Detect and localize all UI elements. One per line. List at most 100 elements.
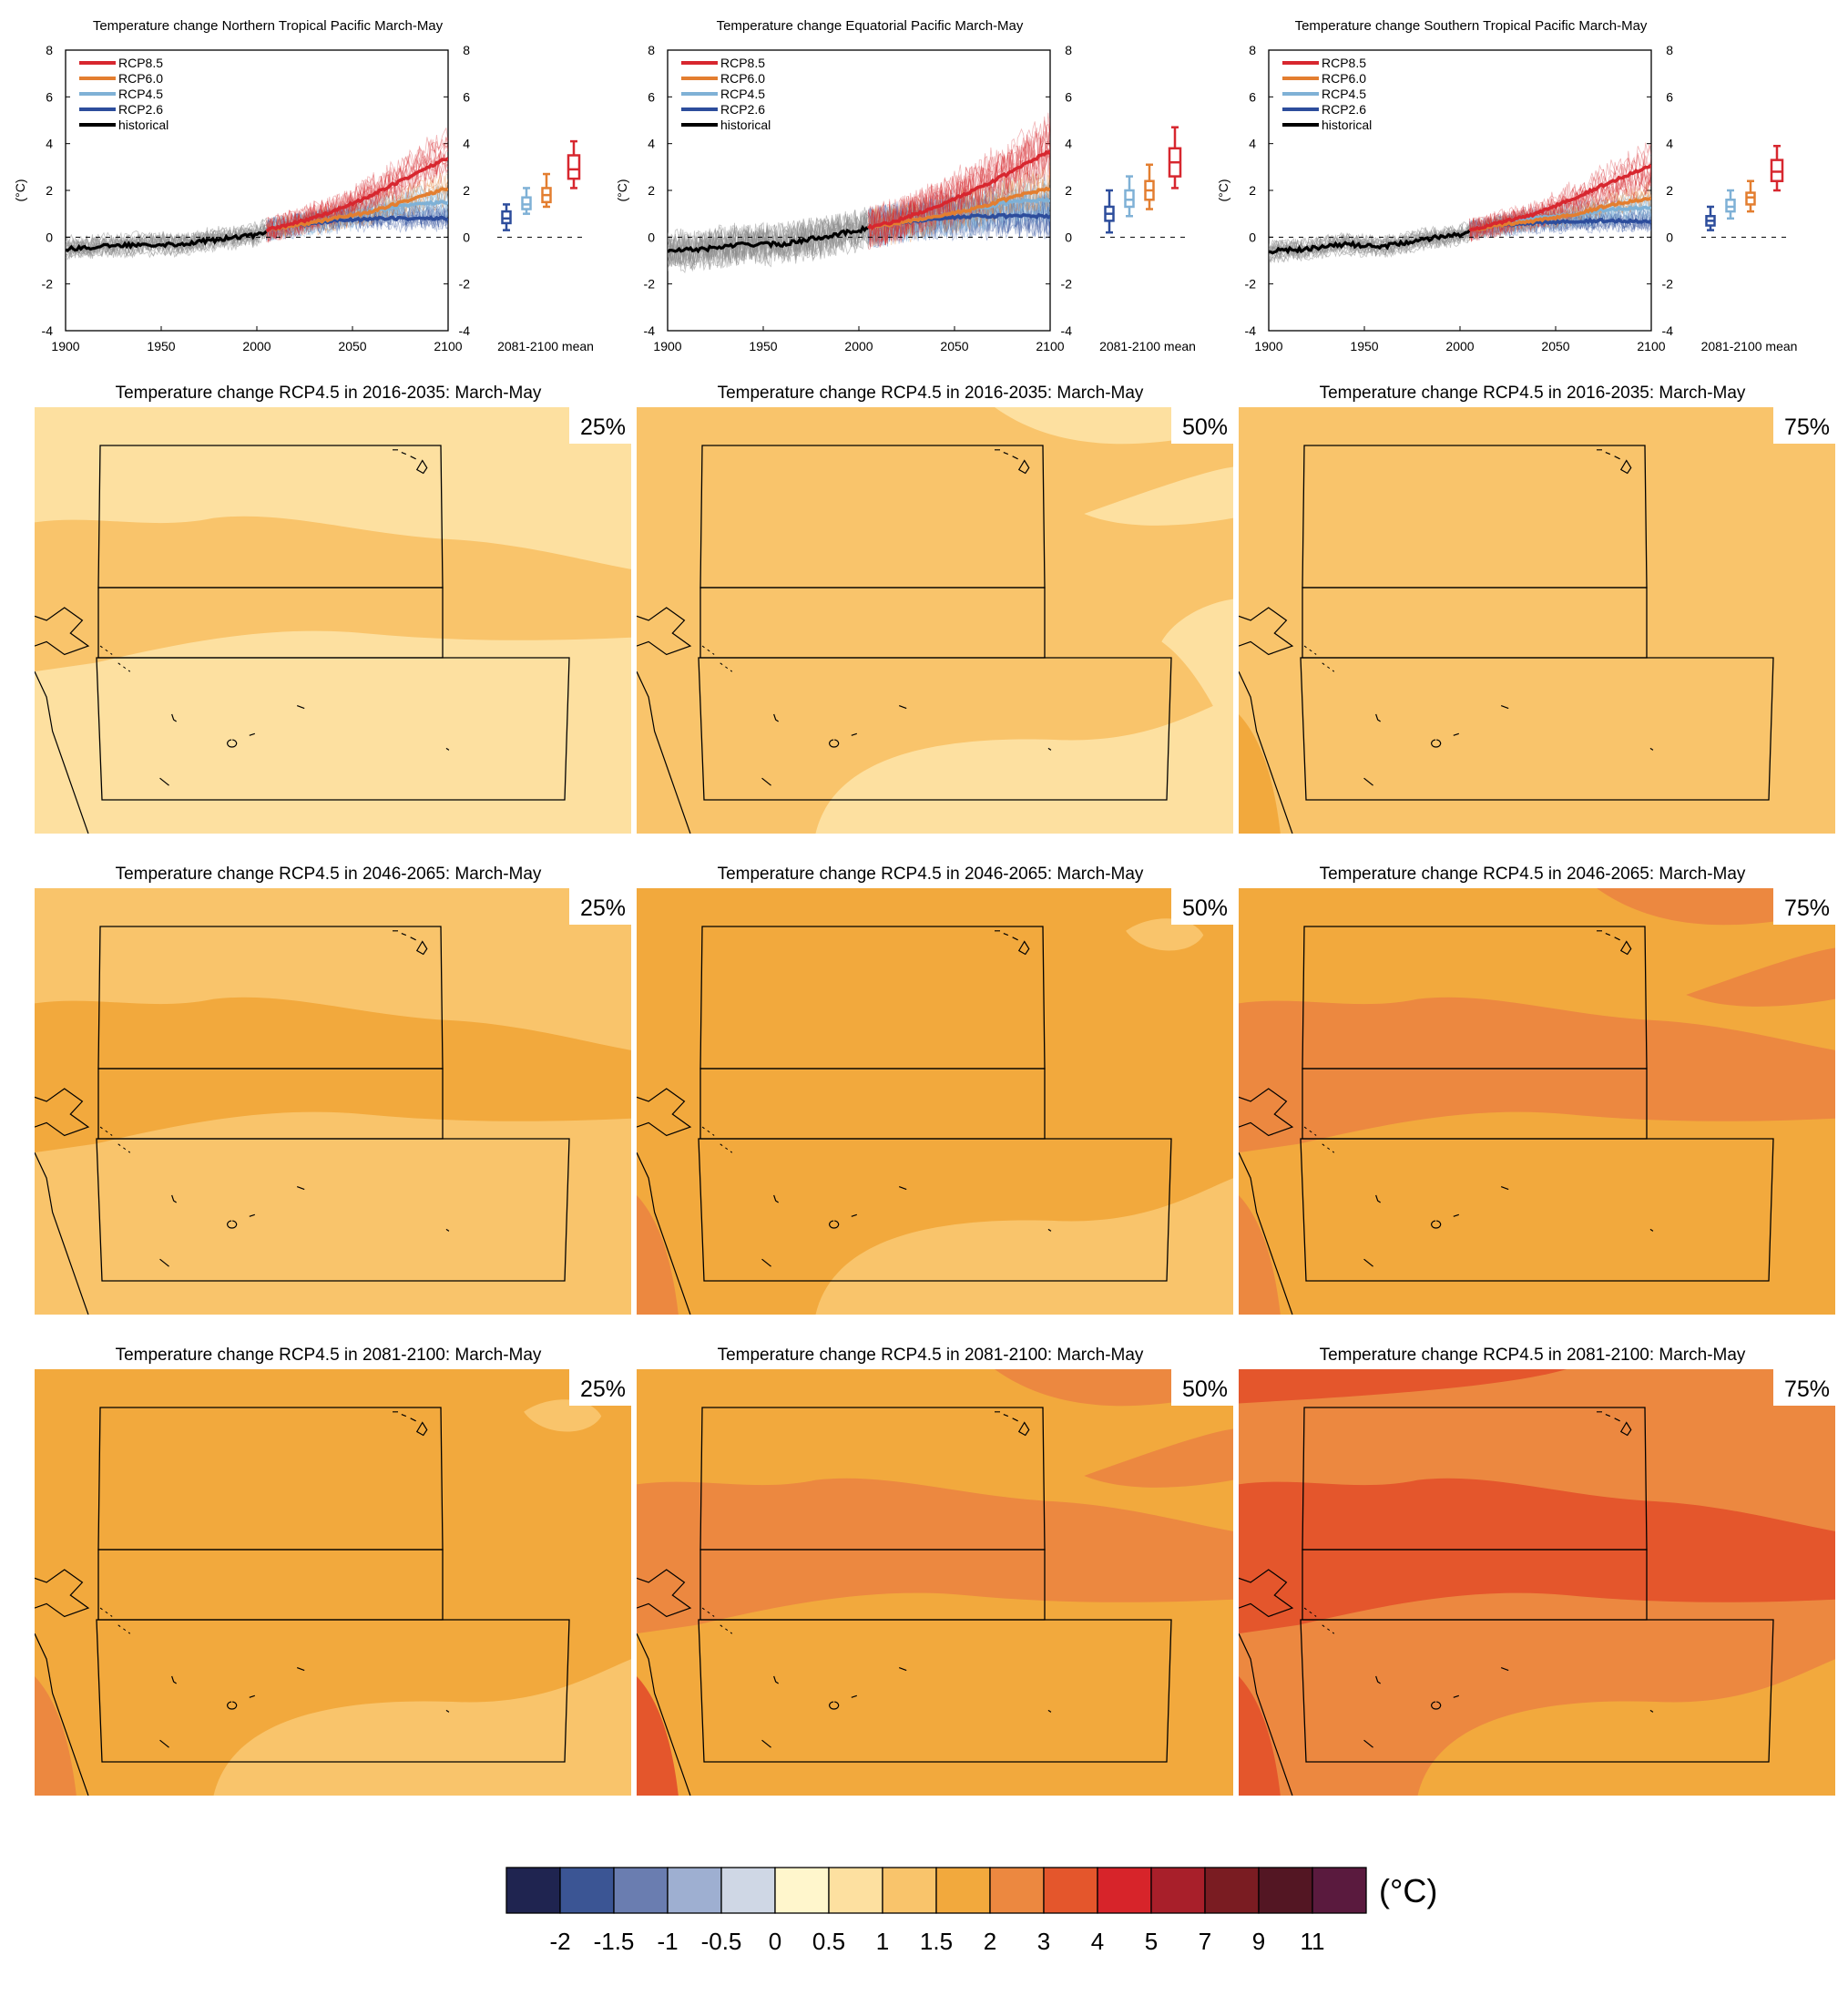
- percentile-label: 25%: [580, 1377, 626, 1402]
- scenario-ensemble-member: [868, 197, 1050, 244]
- y-axis-label: (°C): [13, 179, 27, 201]
- pacific-islands: [159, 705, 450, 786]
- hawaii-islands: [995, 930, 1030, 956]
- map-title: Temperature change RCP4.5 in 2081-2100: …: [116, 1346, 542, 1365]
- hawaii-islands: [393, 930, 428, 956]
- legend-label: RCP2.6: [118, 102, 163, 117]
- percentile-label-bg: [569, 407, 631, 444]
- timeseries-panel-2: Temperature change Equatorial Pacific Ma…: [615, 18, 1196, 353]
- timeseries-panel-3: Temperature change Southern Tropical Pac…: [1216, 18, 1797, 353]
- legend-label: RCP8.5: [118, 56, 163, 70]
- scenario-ensemble-member: [868, 170, 1050, 244]
- map-field: [637, 888, 1233, 1315]
- y-tick-label-right: 6: [1666, 89, 1673, 104]
- solomon-islands: [1303, 1126, 1335, 1153]
- papua-new-guinea-coastline: [637, 1569, 692, 1618]
- map-field: [35, 1369, 631, 1796]
- percentile-label-bg: [1773, 888, 1835, 925]
- colorbar-tick-label: -0.5: [701, 1928, 742, 1955]
- region-box-southern: [96, 1619, 570, 1763]
- panel-title: Temperature change Equatorial Pacific Ma…: [717, 18, 1024, 34]
- pacific-islands: [1363, 1667, 1654, 1748]
- scenario-ensemble-member: [266, 127, 448, 242]
- map-contour-region: [524, 1399, 602, 1432]
- colorbar-cell: [1097, 1867, 1152, 1914]
- y-tick-label-left: 6: [648, 89, 655, 104]
- pacific-islands: [761, 1667, 1052, 1748]
- y-tick-label-left: 4: [1249, 137, 1256, 151]
- hawaii-islands: [995, 1411, 1030, 1437]
- scenario-ensemble-member: [1469, 173, 1651, 241]
- australia-coastline: [1239, 1633, 1293, 1796]
- y-tick-label-right: -4: [459, 323, 471, 338]
- scenario-ensemble-member: [1469, 208, 1651, 238]
- y-tick-label-left: 6: [46, 89, 53, 104]
- y-tick-label-right: -2: [1061, 277, 1073, 292]
- colorbar: -2 -1.5 -1 -0.5 0 0.5 1 1.5 2 3 4 5 7 9 11 (°C): [505, 1867, 1437, 1955]
- percentile-label: 50%: [1182, 896, 1228, 921]
- map-field: [637, 407, 1233, 834]
- papua-new-guinea-coastline: [637, 1088, 692, 1137]
- y-tick-label-left: 2: [46, 183, 53, 198]
- timeseries-panel-1: Temperature change Northern Tropical Pac…: [13, 18, 594, 353]
- percentile-label-bg: [1773, 407, 1835, 444]
- plot-area: [668, 112, 1050, 273]
- colorbar-cell: [1043, 1867, 1098, 1914]
- scenario-ensemble-member: [266, 184, 448, 237]
- map-panel: 25% Temperature change RCP4.5 in 2046-206…: [35, 865, 631, 1315]
- plot-area: [1269, 142, 1651, 264]
- y-tick-label-right: 2: [1065, 183, 1072, 198]
- y-tick-label-left: -2: [42, 277, 54, 292]
- y-tick-label-right: 8: [1666, 43, 1673, 57]
- y-tick-label-left: 8: [1249, 43, 1256, 57]
- map-field: [1239, 888, 1835, 1315]
- percentile-label: 75%: [1784, 896, 1830, 921]
- region-box-southern: [1300, 1138, 1774, 1282]
- map-panel: 25% Temperature change RCP4.5 in 2081-210…: [35, 1346, 631, 1796]
- papua-new-guinea-coastline: [1239, 1088, 1294, 1137]
- scenario-ensemble-member: [868, 130, 1050, 248]
- pacific-islands: [1363, 705, 1654, 786]
- papua-new-guinea-coastline: [637, 607, 692, 656]
- y-tick-label-right: 4: [1666, 137, 1673, 151]
- papua-new-guinea-coastline: [1239, 607, 1294, 656]
- panel-title: Temperature change Southern Tropical Pac…: [1295, 18, 1648, 34]
- percentile-label-bg: [1171, 1369, 1233, 1406]
- scenario-ensemble-member: [868, 197, 1050, 243]
- map-title: Temperature change RCP4.5 in 2046-2065: …: [1320, 865, 1746, 884]
- percentile-label: 75%: [1784, 415, 1830, 440]
- x-tick-label: 1950: [147, 339, 175, 353]
- papua-new-guinea-coastline: [1239, 1569, 1294, 1618]
- y-tick-label-right: 0: [1666, 230, 1673, 244]
- scenario-ensemble-member: [868, 185, 1050, 247]
- y-tick-label-right: 4: [1065, 137, 1072, 151]
- solomon-islands: [99, 1126, 131, 1153]
- map-panel: 75% Temperature change RCP4.5 in 2016-203…: [1239, 384, 1835, 834]
- x-tick-label: 1900: [51, 339, 79, 353]
- scenario-ensemble-member: [868, 165, 1050, 241]
- scenario-ensemble-member: [868, 126, 1050, 248]
- solomon-islands: [701, 1126, 733, 1153]
- map-title: Temperature change RCP4.5 in 2016-2035: …: [116, 384, 542, 403]
- y-tick-label-left: -4: [42, 323, 54, 338]
- colorbar-cell: [935, 1867, 991, 1914]
- scenario-ensemble-member: [266, 152, 448, 239]
- percentile-label-bg: [569, 888, 631, 925]
- colorbar-tick-label: 1: [876, 1928, 889, 1955]
- map-field: [35, 407, 631, 834]
- australia-coastline: [35, 1633, 89, 1796]
- hawaii-islands: [393, 1411, 428, 1437]
- boxplot-box: [521, 196, 532, 210]
- panel-title: Temperature change Northern Tropical Pac…: [93, 18, 444, 34]
- australia-coastline: [637, 1152, 691, 1315]
- australia-coastline: [35, 670, 89, 834]
- boxplot-box: [1725, 199, 1736, 213]
- region-box-southern: [698, 1138, 1172, 1282]
- map-contour-region: [1161, 599, 1233, 749]
- scenario-ensemble-member: [266, 183, 448, 242]
- map-base-field: [1239, 407, 1835, 834]
- percentile-label: 25%: [580, 415, 626, 440]
- colorbar-cell: [828, 1867, 883, 1914]
